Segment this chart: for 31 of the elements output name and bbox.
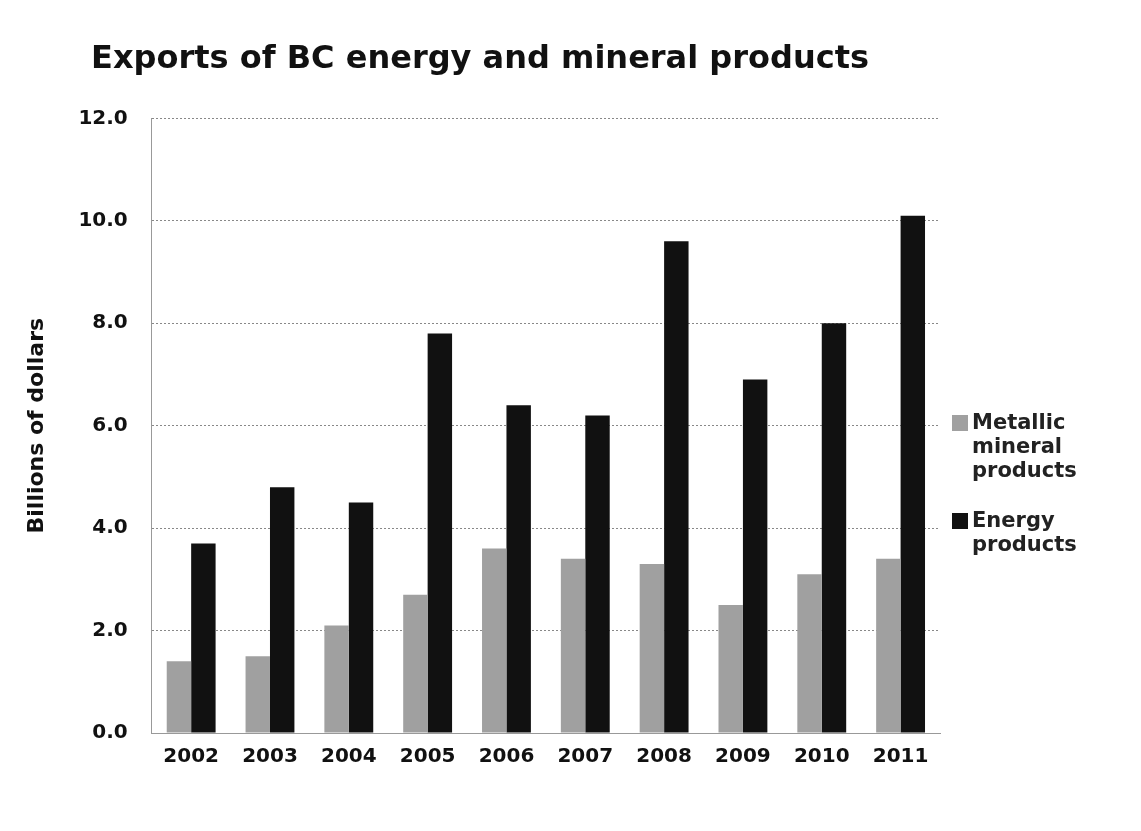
x-tick-label: 2010 — [793, 743, 850, 768]
bar — [191, 543, 216, 733]
y-tick-label: 10.0 — [78, 207, 128, 232]
x-tick-label: 2003 — [242, 743, 298, 768]
bar — [348, 502, 374, 733]
legend-label: Metallic mineral products — [972, 410, 1078, 482]
legend-label: Energy products — [972, 508, 1078, 556]
x-tick-label: 2002 — [163, 743, 219, 768]
y-tick-label: 4.0 — [92, 514, 128, 539]
x-tick-label: 2008 — [636, 743, 692, 768]
chart-title: Exports of BC energy and mineral products — [91, 37, 869, 76]
bar — [585, 415, 610, 733]
bar — [427, 333, 453, 733]
y-axis-title: Billions of dollars — [22, 317, 48, 534]
bar — [269, 487, 295, 733]
y-tick-label: 12.0 — [78, 104, 128, 129]
y-tick-label: 2.0 — [92, 616, 128, 641]
y-tick-label: 0.0 — [92, 719, 128, 744]
x-tick-label: 2006 — [478, 743, 535, 768]
x-tick-label: 2004 — [320, 743, 377, 768]
bar — [900, 215, 926, 733]
bar — [742, 379, 768, 733]
bar — [821, 323, 847, 733]
bar — [506, 405, 531, 733]
bar — [664, 241, 689, 733]
x-tick-label: 2011 — [872, 743, 929, 768]
x-tick-label: 2005 — [399, 743, 456, 768]
y-tick-label: 6.0 — [92, 411, 128, 436]
x-tick-label: 2007 — [557, 743, 614, 768]
x-tick-label: 2009 — [715, 743, 771, 768]
y-tick-label: 8.0 — [92, 309, 128, 334]
